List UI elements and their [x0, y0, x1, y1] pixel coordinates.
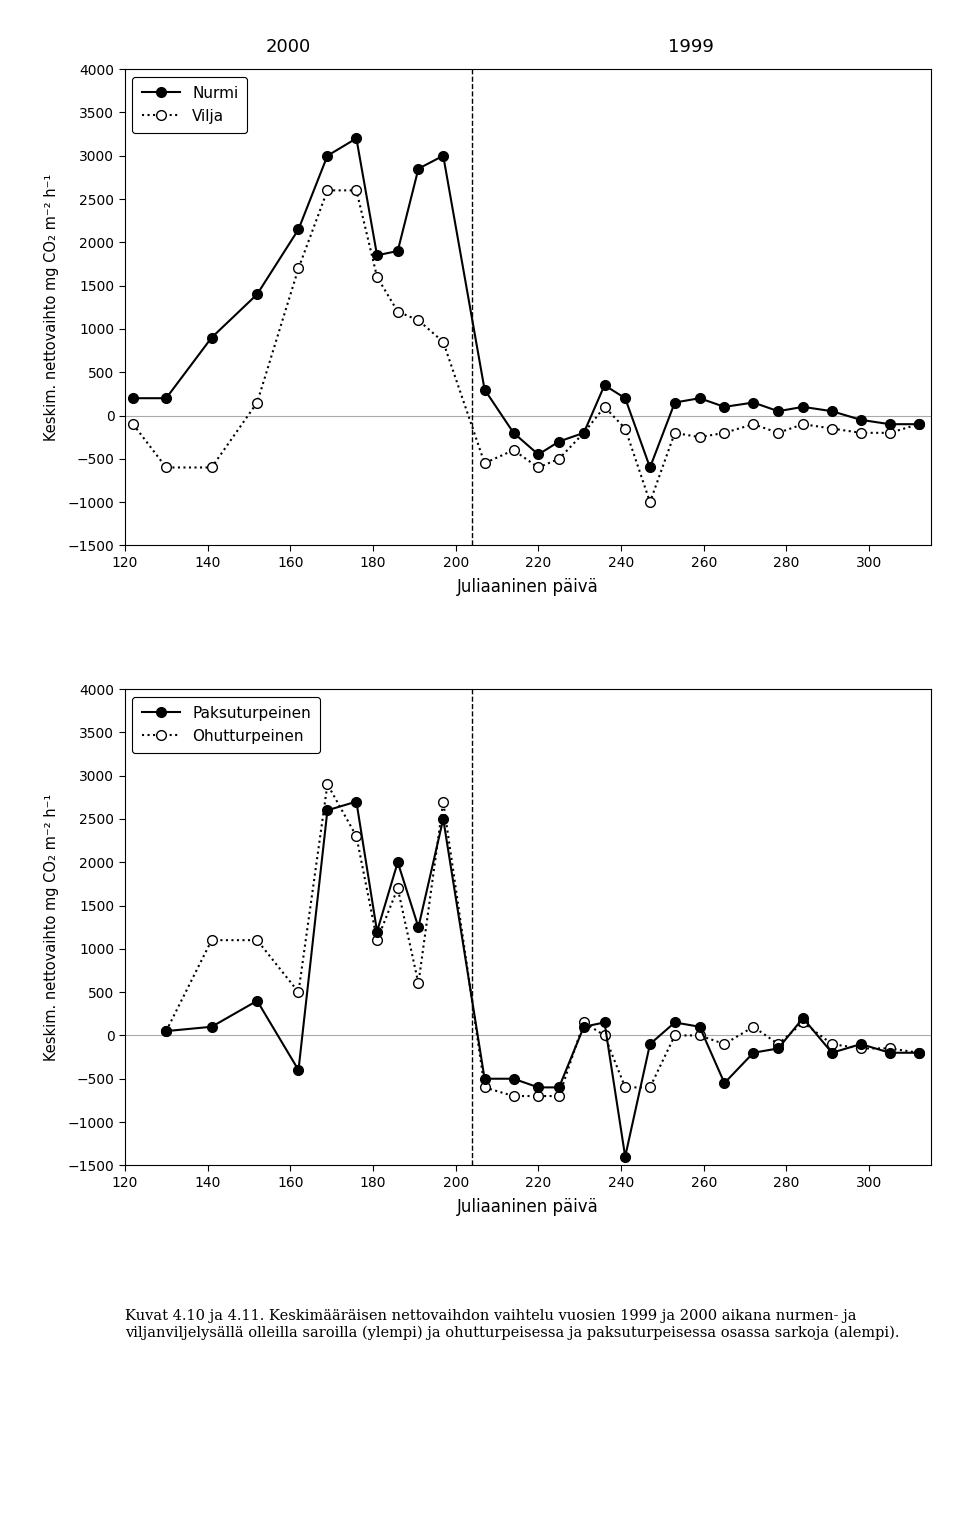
Y-axis label: Keskim. nettovaihto mg CO₂ m⁻² h⁻¹: Keskim. nettovaihto mg CO₂ m⁻² h⁻¹	[44, 174, 60, 441]
X-axis label: Juliaaninen päivä: Juliaaninen päivä	[457, 578, 599, 596]
Y-axis label: Keskim. nettovaihto mg CO₂ m⁻² h⁻¹: Keskim. nettovaihto mg CO₂ m⁻² h⁻¹	[44, 794, 60, 1061]
X-axis label: Juliaaninen päivä: Juliaaninen päivä	[457, 1198, 599, 1217]
Legend: Nurmi, Vilja: Nurmi, Vilja	[132, 77, 248, 134]
Legend: Paksuturpeinen, Ohutturpeinen: Paksuturpeinen, Ohutturpeinen	[132, 697, 320, 753]
Text: 2000: 2000	[265, 38, 311, 57]
Text: Kuvat 4.10 ja 4.11. Keskimääräisen nettovaihdon vaihtelu vuosien 1999 ja 2000 ai: Kuvat 4.10 ja 4.11. Keskimääräisen netto…	[125, 1309, 900, 1339]
Text: 1999: 1999	[668, 38, 714, 57]
